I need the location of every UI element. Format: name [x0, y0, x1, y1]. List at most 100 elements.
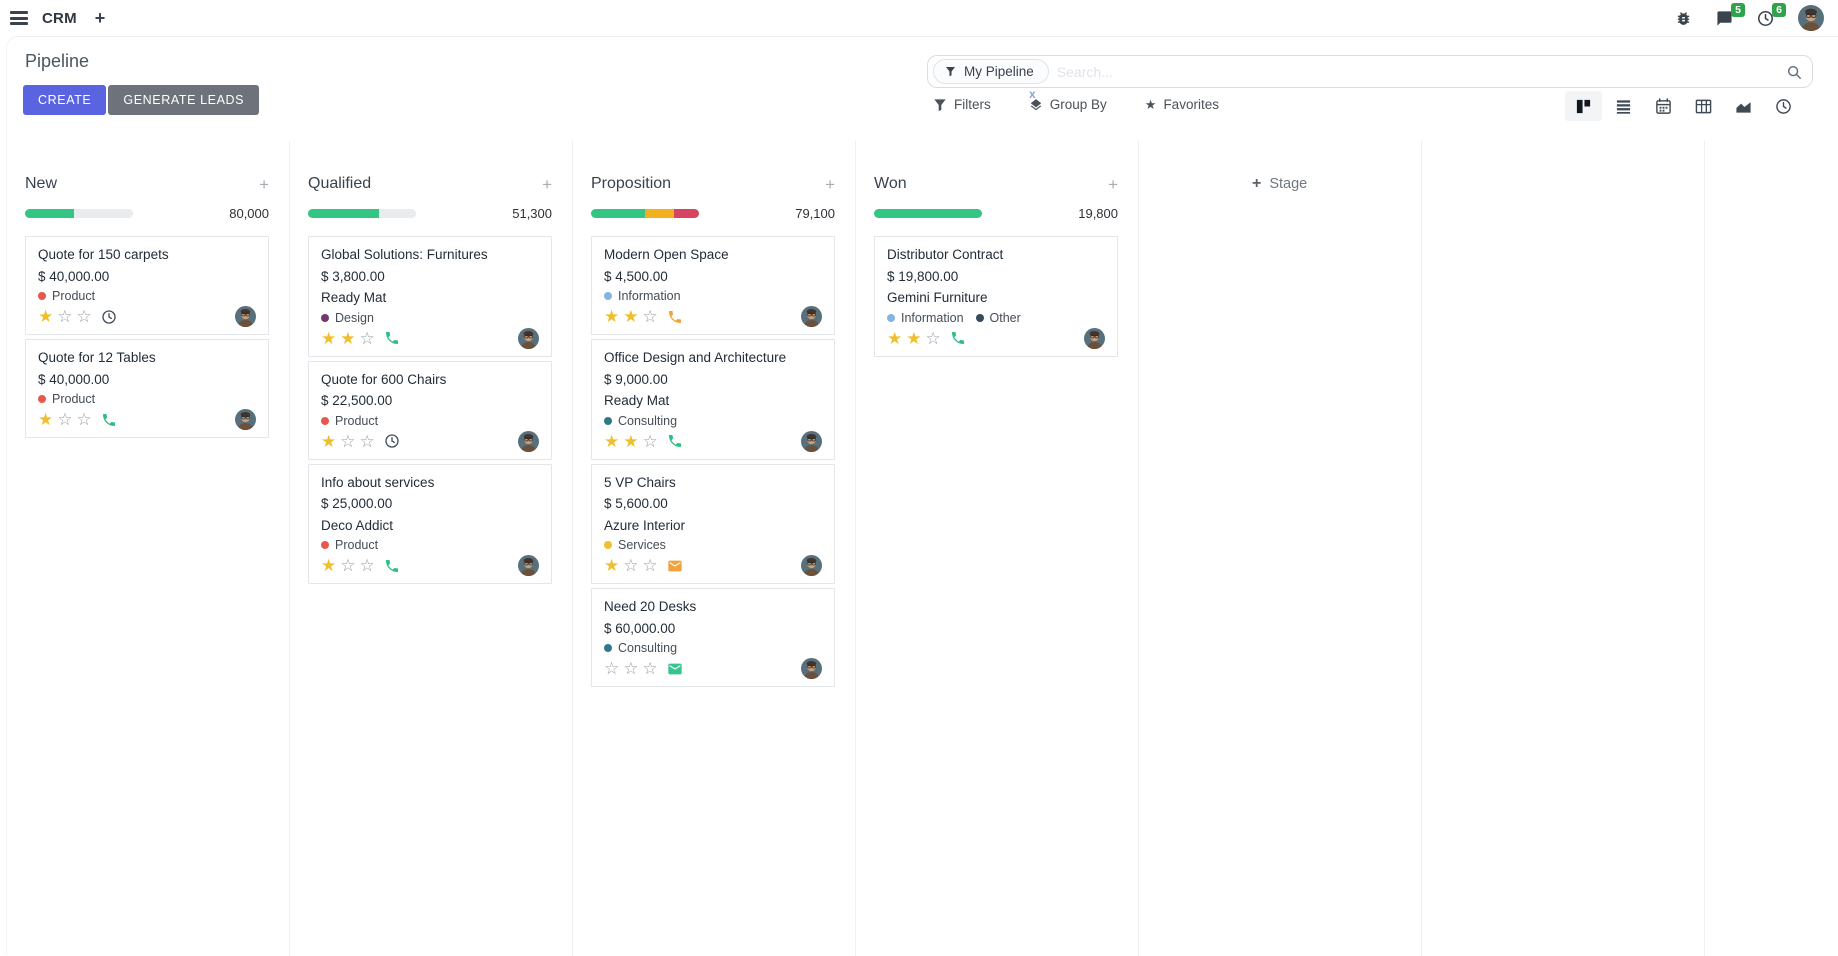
priority-star[interactable]: ☆ [643, 660, 658, 677]
clock-activity-icon[interactable] [101, 309, 117, 325]
tag-dot [38, 292, 46, 300]
priority-star[interactable]: ★ [604, 557, 619, 574]
card-company: Ready Mat [604, 392, 822, 411]
priority-star[interactable]: ★ [623, 308, 638, 325]
priority-star[interactable]: ★ [604, 433, 619, 450]
priority-star[interactable]: ★ [906, 330, 921, 347]
priority-star[interactable]: ☆ [643, 433, 658, 450]
filters-button[interactable]: Filters [933, 97, 991, 112]
messages-button[interactable]: 5 [1716, 10, 1733, 27]
priority-star[interactable]: ☆ [340, 557, 355, 574]
card-expected-revenue: $ 3,800.00 [321, 268, 539, 287]
column-add-button[interactable]: + [825, 176, 835, 193]
priority-star[interactable]: ★ [321, 330, 336, 347]
create-button[interactable]: CREATE [23, 85, 106, 115]
progress-segment[interactable] [874, 209, 982, 218]
progress-segment[interactable] [308, 209, 379, 218]
priority-star[interactable]: ☆ [360, 557, 375, 574]
kanban-card[interactable]: Office Design and Architecture$ 9,000.00… [591, 339, 835, 460]
search-bar[interactable]: My Pipeline [927, 55, 1813, 88]
priority-star[interactable]: ★ [340, 330, 355, 347]
envelope-activity-icon[interactable] [667, 558, 683, 574]
column-title[interactable]: Qualified [308, 175, 371, 193]
column-title[interactable]: New [25, 175, 57, 193]
priority-star[interactable]: ★ [604, 308, 619, 325]
progress-segment[interactable] [25, 209, 74, 218]
priority-star[interactable]: ☆ [360, 330, 375, 347]
progress-segment[interactable] [591, 209, 645, 218]
priority-star[interactable]: ★ [887, 330, 902, 347]
progress-segment[interactable] [674, 209, 699, 218]
priority-star[interactable]: ☆ [57, 411, 72, 428]
progress-segment[interactable] [74, 209, 133, 218]
phone-activity-icon[interactable] [384, 558, 400, 574]
search-input[interactable] [1049, 64, 1786, 80]
priority-star[interactable]: ★ [321, 433, 336, 450]
column-add-button[interactable]: + [1108, 176, 1118, 193]
priority-star[interactable]: ☆ [926, 330, 941, 347]
priority-star[interactable]: ☆ [623, 660, 638, 677]
apps-menu-icon[interactable] [10, 11, 28, 25]
pivot-view-button[interactable] [1685, 91, 1722, 121]
priority-star[interactable]: ★ [38, 411, 53, 428]
priority-star[interactable]: ☆ [360, 433, 375, 450]
list-view-button[interactable] [1605, 91, 1642, 121]
add-icon[interactable]: + [91, 9, 110, 27]
priority-star[interactable]: ★ [38, 308, 53, 325]
activities-button[interactable]: 6 [1757, 10, 1774, 27]
progress-segment[interactable] [379, 209, 416, 218]
app-name[interactable]: CRM [42, 10, 77, 27]
user-avatar[interactable] [1798, 5, 1824, 31]
priority-star[interactable]: ★ [623, 433, 638, 450]
phone-activity-icon[interactable] [667, 433, 683, 449]
phone-activity-icon[interactable] [101, 412, 117, 428]
priority-star[interactable]: ☆ [77, 411, 92, 428]
calendar-icon [1655, 98, 1672, 115]
priority-star[interactable]: ☆ [340, 433, 355, 450]
priority-star[interactable]: ★ [321, 557, 336, 574]
column-add-button[interactable]: + [259, 176, 269, 193]
priority-star[interactable]: ☆ [57, 308, 72, 325]
add-stage-button[interactable]: +Stage [1252, 176, 1307, 192]
priority-star[interactable]: ☆ [623, 557, 638, 574]
progress-segment[interactable] [645, 209, 674, 218]
priority-star[interactable]: ☆ [643, 557, 658, 574]
graph-view-button[interactable] [1725, 91, 1762, 121]
column-add-button[interactable]: + [542, 176, 552, 193]
phone-activity-icon[interactable] [384, 330, 400, 346]
priority-star[interactable]: ☆ [643, 308, 658, 325]
column-header: Won + [874, 175, 1118, 193]
priority-star[interactable]: ☆ [77, 308, 92, 325]
favorites-button[interactable]: ★ Favorites [1145, 97, 1219, 112]
envelope-activity-icon[interactable] [667, 661, 683, 677]
tag-dot [976, 314, 984, 322]
column-progressbar[interactable] [25, 209, 133, 218]
column-progressbar[interactable] [308, 209, 416, 218]
activity-view-button[interactable] [1765, 91, 1802, 121]
priority-star[interactable]: ☆ [604, 660, 619, 677]
search-facet-my-pipeline[interactable]: My Pipeline [933, 59, 1049, 84]
phone-activity-icon[interactable] [950, 330, 966, 346]
search-icon[interactable] [1786, 64, 1802, 80]
clock-activity-icon[interactable] [384, 433, 400, 449]
calendar-view-button[interactable] [1645, 91, 1682, 121]
column-progressbar[interactable] [591, 209, 699, 218]
column-title[interactable]: Won [874, 175, 907, 193]
generate-leads-button[interactable]: GENERATE LEADS [108, 85, 259, 115]
column-title[interactable]: Proposition [591, 175, 671, 193]
phone-activity-icon[interactable] [667, 309, 683, 325]
group-by-button[interactable]: Group By [1029, 97, 1107, 112]
column-progressbar[interactable] [874, 209, 982, 218]
kanban-view-button[interactable] [1565, 91, 1602, 121]
debug-bug-icon[interactable] [1675, 10, 1692, 27]
